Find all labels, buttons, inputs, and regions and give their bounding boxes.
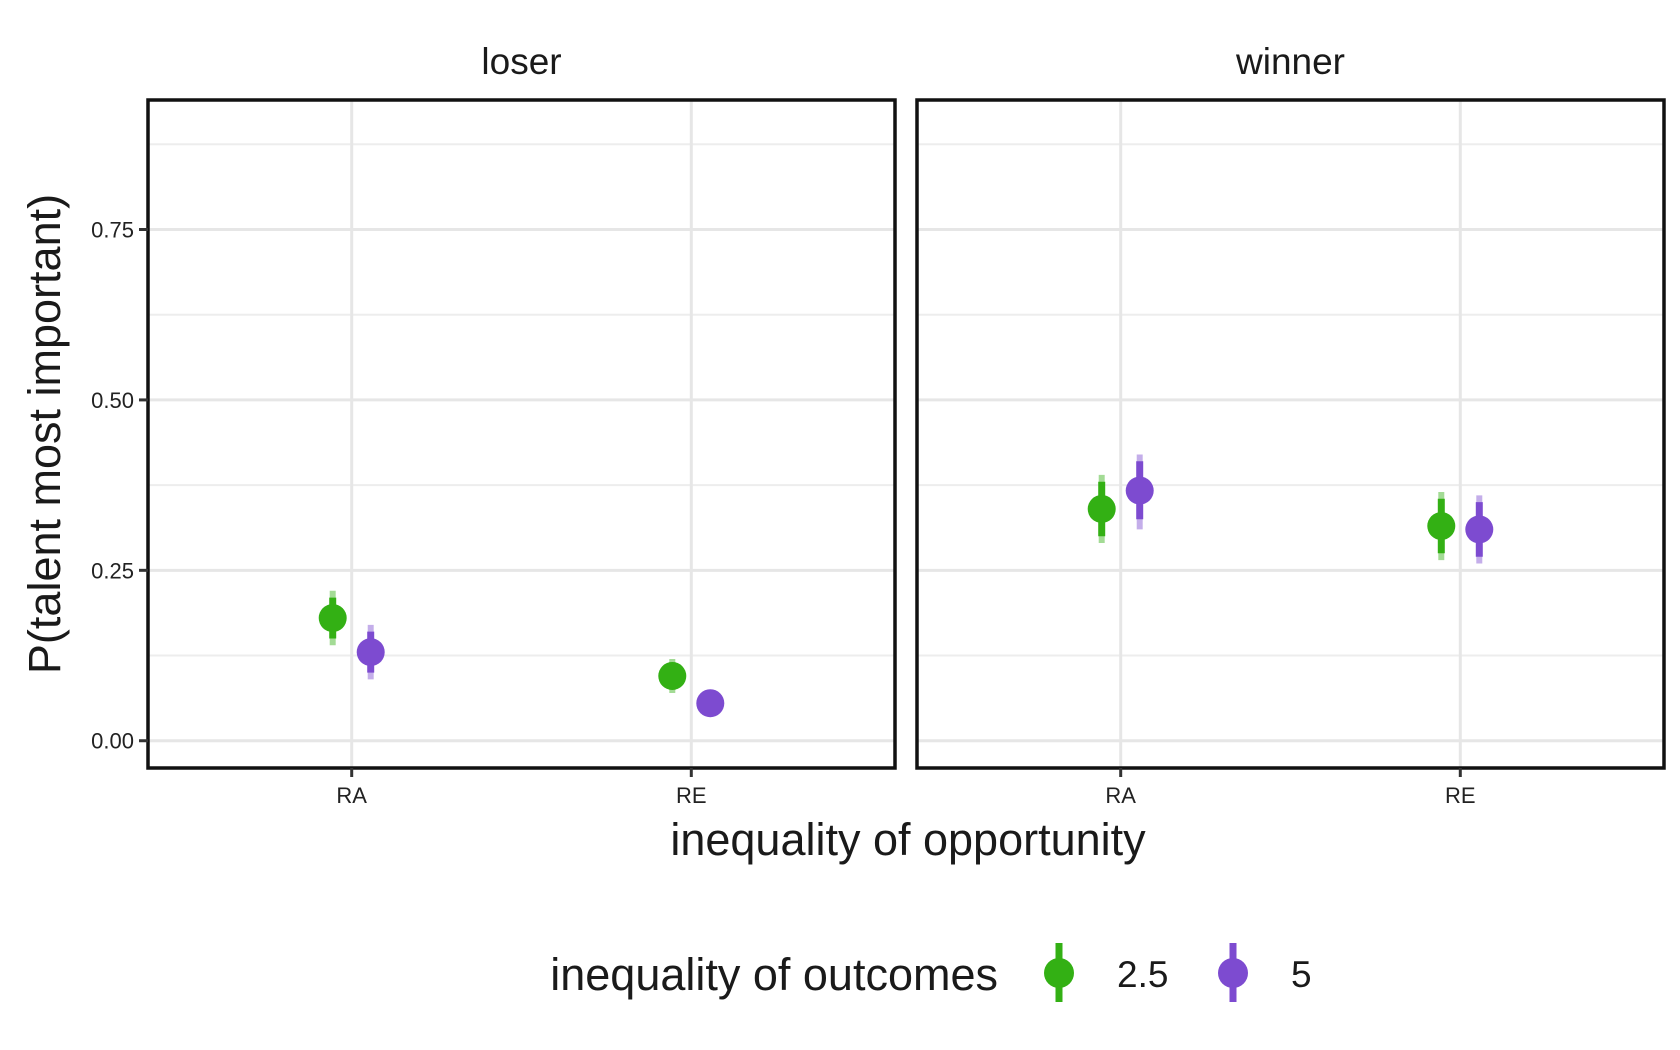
legend-keys: 2.5 5 [1044,943,1312,1002]
point-loser-RE-2.5 [658,658,687,694]
y-tick-label: 0.00 [91,729,134,754]
x-tick-label-RE: RE [676,783,707,808]
legend-key-2.5: 2.5 [1044,943,1168,1002]
y-tick-label: 0.50 [91,388,134,413]
data-point [356,638,385,667]
data-point [1427,512,1456,541]
y-tick-label: 0.25 [91,558,134,583]
panel-loser: loser RA RE 0.00 0.25 0.50 0.75 [91,41,897,808]
facet-label-loser: loser [481,41,561,82]
legend-label-5: 5 [1291,954,1312,995]
data-point [658,661,687,690]
point-winner-RE-5 [1465,495,1494,564]
legend-title: inequality of outcomes [550,949,998,1000]
data-point [1087,494,1116,523]
data-point [1465,515,1494,544]
legend-label-2.5: 2.5 [1117,954,1168,995]
panel-winner: winner RA RE [915,41,1666,808]
point-loser-RA-5 [356,624,385,680]
point-winner-RA-2.5 [1087,474,1116,544]
x-tick-label-RA: RA [1105,783,1136,808]
y-axis-title: P(talent most important) [19,194,70,674]
data-point [1125,476,1154,505]
legend-key-5: 5 [1218,943,1312,1002]
legend: inequality of outcomes 2.5 5 [550,943,1312,1002]
y-tick-label: 0.75 [91,218,134,243]
panel-border [915,98,1666,770]
panels: loser RA RE 0.00 0.25 0.50 0.75 winner RA RE [91,41,1666,808]
x-tick-label-RA: RA [336,783,367,808]
point-loser-RE-5 [696,689,725,718]
point-loser-RA-2.5 [318,590,347,646]
data-point [696,689,725,718]
x-tick-label-RE: RE [1445,783,1476,808]
panel-border [146,98,897,770]
legend-key-point [1218,958,1248,988]
point-winner-RE-2.5 [1427,491,1456,561]
x-axis-title: inequality of opportunity [670,814,1146,865]
data-point [318,604,347,633]
facet-label-winner: winner [1235,41,1345,82]
point-winner-RA-5 [1125,454,1154,530]
legend-key-point [1044,958,1074,988]
